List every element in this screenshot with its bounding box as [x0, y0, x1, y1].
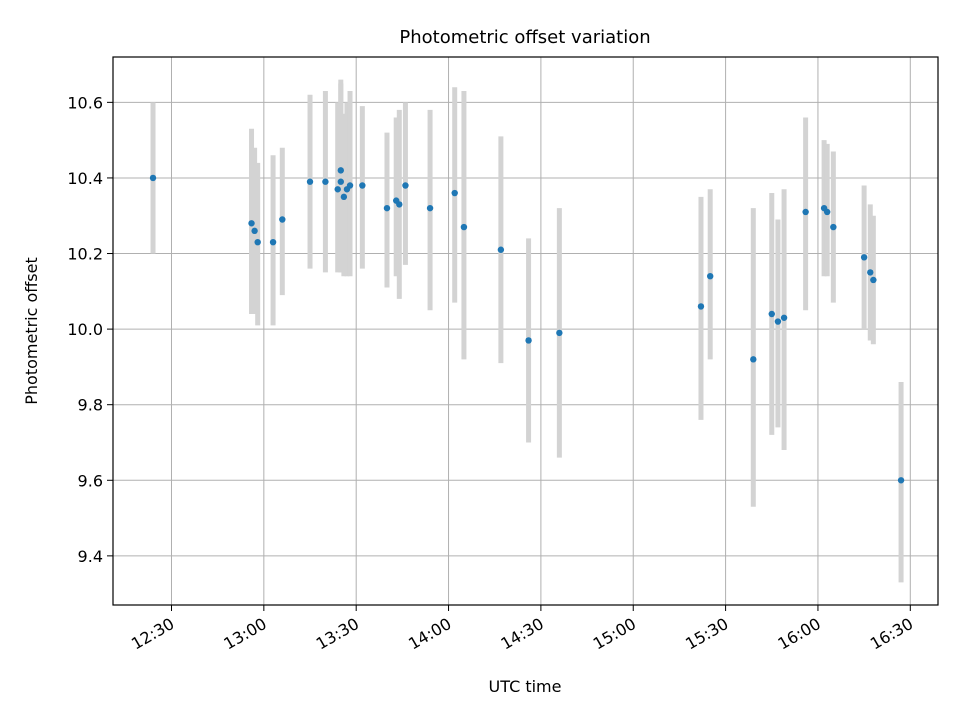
data-point [337, 167, 344, 174]
data-point [830, 223, 837, 231]
data-point [897, 477, 905, 484]
data-point [802, 208, 809, 216]
data-point [248, 220, 255, 227]
data-point [750, 356, 757, 363]
data-point [254, 238, 261, 246]
y-axis-ticks: 9.4 9.6 9.8 10.0 10.2 10.4 10.6 [67, 93, 113, 566]
data-point [525, 337, 532, 344]
data-point [697, 303, 705, 310]
data-point [383, 204, 391, 212]
data-point [337, 178, 344, 185]
y-tick-label: 9.8 [78, 396, 103, 415]
data-point [768, 310, 775, 318]
data-point [867, 269, 874, 276]
y-tick-label: 10.2 [67, 245, 103, 264]
data-point [780, 314, 788, 321]
y-axis-label: Photometric offset [22, 257, 41, 405]
data-point [426, 204, 434, 212]
y-tick-label: 10.6 [67, 93, 103, 112]
data-point [340, 193, 348, 201]
data-points [149, 167, 905, 484]
data-point [823, 208, 831, 216]
data-point [149, 174, 157, 182]
data-point [460, 223, 468, 231]
chart-title: Photometric offset variation [399, 27, 650, 48]
y-tick-label: 9.4 [78, 547, 103, 566]
data-point [774, 318, 782, 325]
data-point [346, 182, 354, 189]
data-point [396, 201, 403, 208]
data-point [359, 182, 366, 189]
y-tick-label: 10.4 [67, 169, 103, 188]
data-point [402, 182, 409, 189]
data-point [497, 246, 505, 253]
plot-frame [112, 56, 939, 606]
data-point [306, 178, 314, 185]
y-tick-label: 10.0 [67, 320, 103, 339]
data-point [269, 238, 277, 246]
x-axis-label: UTC time [489, 677, 562, 696]
data-point [870, 276, 877, 284]
data-point [707, 273, 714, 280]
data-point [251, 227, 258, 235]
data-point [451, 189, 458, 197]
data-point [322, 178, 329, 185]
data-point [334, 186, 341, 193]
data-point [556, 329, 563, 337]
data-point [279, 216, 286, 223]
data-point [860, 254, 868, 261]
y-tick-label: 9.6 [78, 471, 103, 490]
grid [113, 57, 938, 605]
